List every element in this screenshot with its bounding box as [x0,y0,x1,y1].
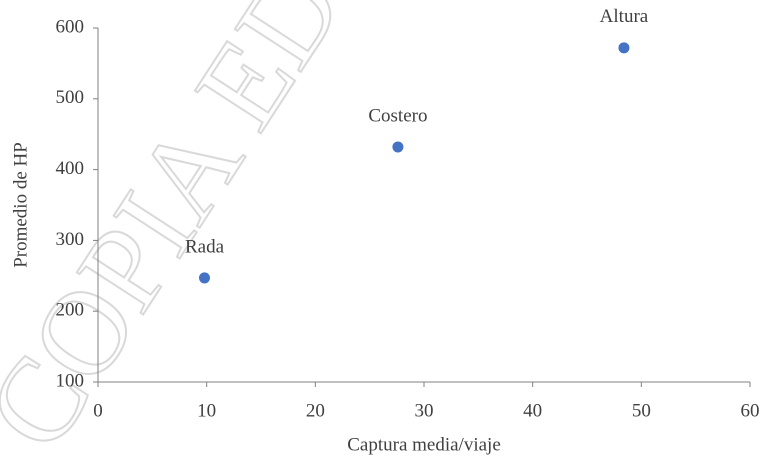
x-tick-label: 0 [93,400,103,421]
point [392,141,404,153]
x-tick-label: 60 [741,400,760,421]
x-tick-label: 30 [415,400,434,421]
x-tick-label: 20 [306,400,325,421]
x-tick-label: 10 [197,400,216,421]
y-tick-label: 200 [56,300,85,321]
point [618,42,630,54]
y-tick-label: 500 [56,87,85,108]
y-tick-label: 600 [56,16,85,37]
y-tick-label: 100 [56,370,85,391]
x-tick-label: 50 [632,400,651,421]
x-tick-label: 40 [523,400,542,421]
y-axis-title: Promedio de HP [10,142,31,268]
point [198,272,210,284]
x-axis-title: Captura media/viaje [347,434,501,455]
point-label: Altura [600,6,649,27]
y-tick-label: 400 [56,158,85,179]
y-tick-label: 300 [56,229,85,250]
point-label: Costero [368,105,427,126]
point-label: Rada [185,236,225,257]
